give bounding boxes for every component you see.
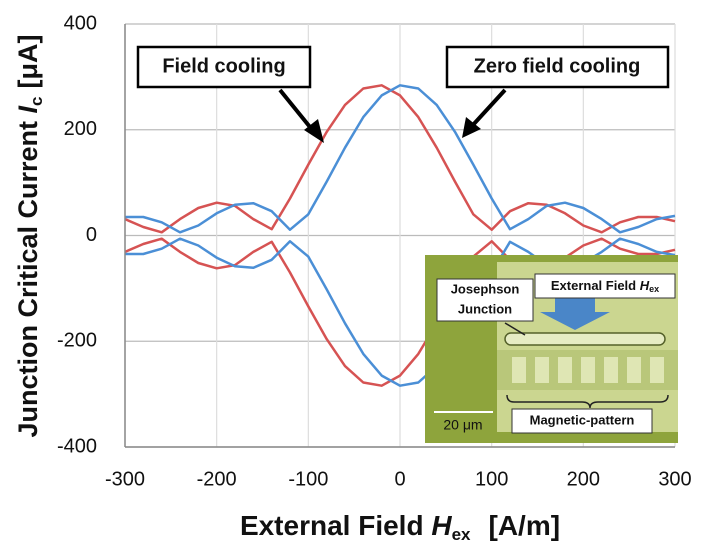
x-tick-label: 200: [567, 468, 600, 490]
label-unit: [A/m]: [489, 510, 561, 541]
series-line: [125, 84, 676, 234]
x-tick-label: -200: [197, 468, 237, 490]
inset-label-box: [534, 273, 676, 299]
callout-label: Field cooling: [162, 55, 285, 77]
inset-label: External Field Hex: [551, 278, 659, 294]
label-sub: ex: [452, 525, 471, 544]
lines: [124, 84, 676, 387]
junction: [504, 332, 666, 346]
label-var: I: [13, 105, 43, 113]
field-arrow: [540, 298, 610, 330]
inset-label-box: [436, 278, 534, 322]
y-tick-label: -400: [57, 435, 97, 457]
inset-label: Josephson: [451, 281, 520, 296]
callout-box: [445, 45, 670, 89]
y-tick-label: -200: [57, 330, 97, 352]
y-tick-label: 200: [64, 118, 97, 140]
label-text: External Field: [551, 278, 640, 293]
callout-arrow: [278, 88, 316, 134]
x-tick-label: 100: [475, 468, 508, 490]
y-tick-label: 0: [86, 224, 97, 246]
label-sub: ex: [649, 284, 659, 294]
inset-label: Junction: [458, 301, 512, 316]
label-text: Junction Critical Current: [13, 113, 43, 437]
inset-label: Magnetic-pattern: [530, 412, 635, 427]
y-tick-label: 400: [64, 12, 97, 34]
scale-label: 20 μm: [443, 417, 482, 433]
label-unit: [μA]: [13, 34, 43, 88]
callout-label: Zero field cooling: [474, 55, 641, 77]
x-tick-label: 0: [394, 468, 405, 490]
inset-label-box: [511, 408, 653, 434]
label-var: H: [431, 510, 452, 541]
inset: Josephson Junction External Field Hex Ma…: [425, 255, 678, 443]
callout-arrow: [470, 88, 507, 128]
x-tick-label: -300: [105, 468, 145, 490]
x-tick-label: -100: [288, 468, 328, 490]
x-tick-label: 300: [658, 468, 691, 490]
label-sub: c: [27, 96, 46, 105]
callout-box: [136, 45, 312, 89]
label-var: H: [640, 278, 650, 293]
x-axis-label: External Field Hex [A/m]: [240, 510, 560, 544]
pattern-cells: [512, 357, 664, 383]
bracket: [506, 394, 669, 409]
label-pointer: [504, 322, 526, 336]
series-line: [124, 84, 676, 234]
series-line: [124, 237, 676, 387]
arrow-head: [304, 119, 324, 143]
label-text: External Field: [240, 510, 431, 541]
y-axis-label: Junction Critical Current Ic [μA]: [13, 34, 46, 437]
arrow-head: [462, 117, 481, 138]
